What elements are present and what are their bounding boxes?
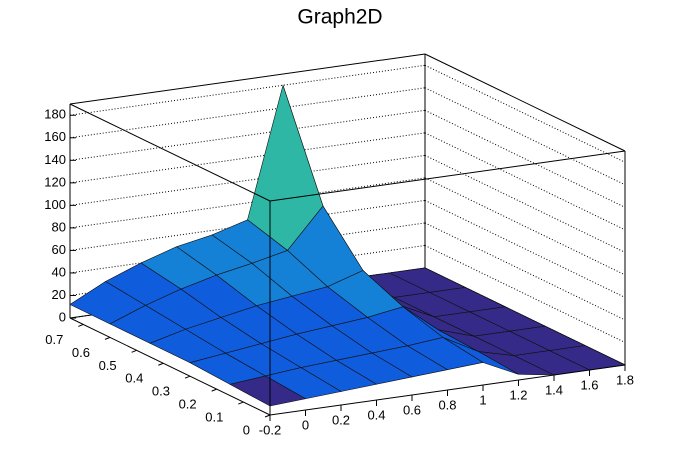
grid-line	[424, 64, 626, 163]
axis-frame	[424, 53, 626, 152]
y-tick-label: 0.5	[99, 358, 117, 373]
axis-frame	[69, 103, 271, 202]
z-tick-label: 0	[59, 309, 66, 324]
grid-line	[69, 132, 426, 184]
chart-title: Graph2D	[297, 6, 382, 29]
z-tick-label: 180	[44, 107, 66, 122]
grid-line	[424, 109, 626, 208]
y-tick-label: 0.2	[179, 397, 197, 412]
z-tick-label: 60	[52, 242, 66, 257]
x-tick-label: 0.4	[367, 407, 385, 422]
y-tick-label: 0.7	[45, 332, 63, 347]
y-tick-label: 0.6	[72, 345, 90, 360]
x-tick-label: -0.2	[259, 422, 281, 437]
grid-line	[424, 154, 626, 253]
grid-line	[424, 245, 626, 343]
y-tick-label: 0.3	[152, 384, 170, 399]
x-tick-label: 0.8	[438, 397, 456, 412]
tick-mark	[104, 336, 111, 340]
y-tick-label: 0.1	[205, 410, 223, 425]
grid-line	[69, 154, 426, 206]
axis-frame	[69, 53, 426, 105]
grid-line	[424, 132, 626, 231]
z-tick-label: 80	[52, 219, 66, 234]
grid-line	[424, 87, 626, 186]
y-tick-label: 0.4	[125, 371, 143, 386]
tick-mark	[184, 375, 191, 379]
tick-mark	[78, 324, 84, 327]
grid-line	[424, 222, 626, 321]
z-tick-label: 120	[44, 174, 66, 189]
axis-frame	[69, 317, 271, 416]
x-tick-label: 1.8	[616, 372, 634, 387]
tick-mark	[264, 414, 271, 418]
surface-cell	[229, 375, 307, 407]
grid-line	[424, 199, 626, 298]
x-tick-label: 1	[479, 392, 486, 407]
x-tick-label: 1.6	[580, 377, 598, 392]
z-tick-label: 100	[44, 197, 66, 212]
x-tick-label: 0	[302, 417, 309, 432]
axis-frame	[269, 150, 626, 202]
grid-line	[424, 177, 626, 276]
grid-line	[69, 64, 426, 116]
x-tick-label: 1.2	[509, 387, 527, 402]
z-tick-label: 140	[44, 152, 66, 167]
tick-mark	[158, 362, 164, 366]
x-tick-label: 1.4	[545, 382, 563, 397]
z-tick-label: 20	[52, 287, 66, 302]
x-tick-label: 0.2	[332, 412, 350, 427]
tick-mark	[238, 401, 244, 405]
x-tick-label: 0.6	[403, 402, 421, 417]
tick-mark	[131, 349, 137, 353]
z-tick-label: 40	[52, 264, 66, 279]
z-tick-label: 160	[44, 129, 66, 144]
tick-mark	[211, 388, 217, 392]
y-tick-label: 0	[243, 422, 250, 437]
grid-line	[69, 109, 426, 161]
